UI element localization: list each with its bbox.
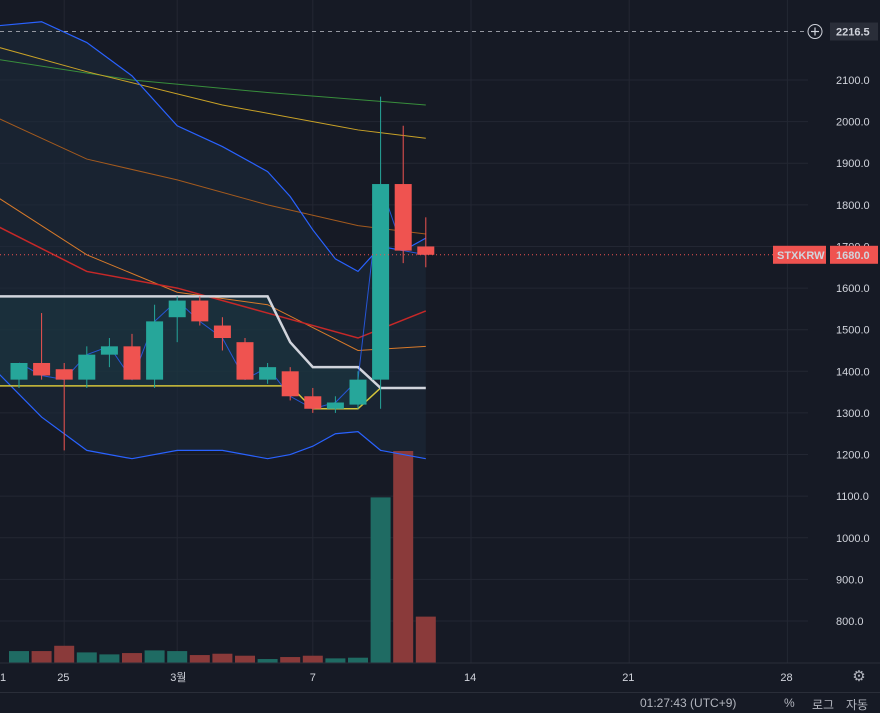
percent-toggle[interactable]: % [784,696,795,710]
candle-body [326,402,344,409]
volume-bar [415,616,436,663]
y-tick-label: 1100.0 [836,491,869,503]
plus-icon[interactable] [807,24,823,40]
last-price-badge [830,245,878,264]
volume-bar [302,655,323,663]
gear-icon[interactable]: ⚙ [852,668,866,685]
volume-bar [325,658,346,663]
candle-body [236,342,254,380]
volume-bar [167,651,188,663]
price-axis [828,0,880,711]
candle-body [259,367,277,380]
x-tick-label: 21 [622,672,634,684]
volume-bar [99,654,120,663]
volume-bar [257,659,278,663]
y-tick-label: 1800.0 [836,200,870,212]
volume-bar [212,653,233,663]
bollinger-lower-line [0,374,426,460]
auto-toggle[interactable]: 자동 [846,698,869,712]
candle-body [372,184,390,380]
x-tick-label: 7 [310,672,316,684]
candle-body [10,362,28,380]
volume-bar [393,451,414,663]
candle-body [33,362,51,376]
volume-bar [144,650,165,663]
log-toggle[interactable]: 로그 [812,698,835,712]
y-tick-label: 1900.0 [836,158,870,170]
volume-bar [9,651,29,663]
candle-body [123,346,141,380]
bottom-toolbar: 01:27:43 (UTC+9) % 로그 자동 [0,692,880,712]
candle-body [394,184,412,251]
crosshair-price-badge [830,22,878,41]
candle-body [168,300,186,318]
candle-body [304,396,322,409]
moving-average-line [0,118,426,235]
y-tick-label: 1500.0 [836,325,870,337]
y-tick-label: 1200.0 [836,450,870,462]
candle-body [349,379,367,405]
volume-bar [235,655,255,663]
x-tick-label: 28 [780,672,792,684]
channel-fill [0,296,426,409]
symbol-label: STXKRW [777,250,825,262]
y-tick-label: 800.0 [836,616,864,628]
candle-body [146,321,164,380]
candle-body [191,300,209,322]
crosshair-price-label: 2216.5 [836,27,870,39]
moving-average-line [0,226,427,339]
candle-body [213,325,231,339]
candle-body [281,371,299,397]
x-tick-label: 3월 [170,671,186,684]
x-tick-label: 14 [464,672,476,684]
symbol-badge [773,245,826,264]
candle-body [100,346,118,355]
volume-bar [76,652,97,663]
candle-body [55,369,73,380]
candle-body [417,246,435,255]
x-tick-label: 1 [0,672,6,684]
y-tick-label: 1300.0 [836,408,870,420]
volume-bar [280,657,301,663]
moving-average-line [0,198,426,352]
volume-bar [348,657,368,663]
last-price-label: 1680.0 [836,250,870,262]
y-tick-label: 1000.0 [836,533,870,545]
volume-bar [31,651,52,663]
y-tick-label: 1600.0 [836,283,870,295]
y-tick-label: 1400.0 [836,366,870,378]
y-tick-label: 900.0 [836,574,864,586]
candle-body [78,354,96,380]
x-tick-label: 25 [57,672,69,684]
volume-bar [189,655,210,663]
volume-bar [54,645,75,663]
moving-average-line [0,59,426,106]
volume-bar [370,497,391,663]
y-tick-label: 2100.0 [836,75,870,87]
volume-bar [122,653,142,663]
y-tick-label: 2000.0 [836,117,870,129]
clock-label: 01:27:43 (UTC+9) [640,696,737,710]
